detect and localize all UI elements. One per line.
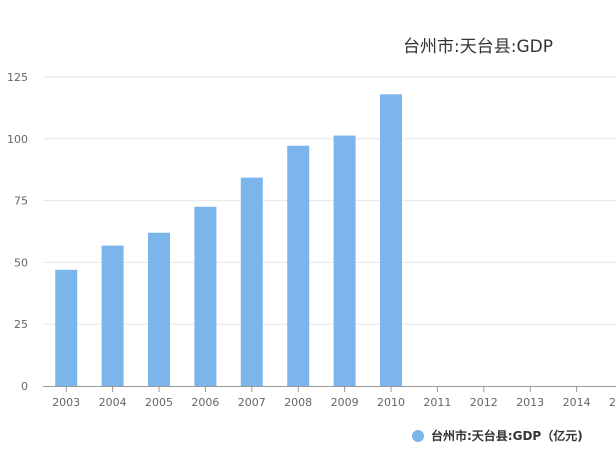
x-tick-label: 2006 [191, 396, 219, 409]
x-tick-label: 2011 [423, 396, 451, 409]
x-tick-label: 2009 [331, 396, 359, 409]
x-tick-label: 2015 [609, 396, 616, 409]
x-tick-label: 2007 [238, 396, 266, 409]
x-tick-label: 2004 [99, 396, 127, 409]
bar [333, 135, 356, 386]
x-tick-label: 2010 [377, 396, 405, 409]
x-tick-label: 2014 [563, 396, 591, 409]
x-tick-label: 2005 [145, 396, 173, 409]
bar [240, 177, 263, 386]
y-tick-label: 125 [7, 71, 28, 84]
x-tick-label: 2012 [470, 396, 498, 409]
legend-label: 台州市:天台县:GDP（亿元) [431, 429, 583, 443]
bar [287, 145, 310, 386]
y-tick-label: 100 [7, 133, 28, 146]
y-tick-label: 0 [21, 380, 28, 393]
x-tick-label: 2008 [284, 396, 312, 409]
y-tick-label: 75 [14, 195, 28, 208]
x-tick-label: 2003 [52, 396, 80, 409]
legend-marker-icon [412, 429, 424, 442]
y-tick-label: 50 [14, 256, 28, 269]
bar [101, 245, 124, 386]
chart-title: 台州市:天台县:GDP [403, 37, 553, 57]
bar [194, 206, 217, 386]
x-tick-label: 2013 [516, 396, 544, 409]
legend-item[interactable]: 台州市:天台县:GDP（亿元) [412, 427, 583, 444]
bar [55, 269, 78, 386]
bar [380, 94, 402, 386]
y-tick-label: 25 [14, 318, 28, 331]
bar [148, 232, 170, 386]
